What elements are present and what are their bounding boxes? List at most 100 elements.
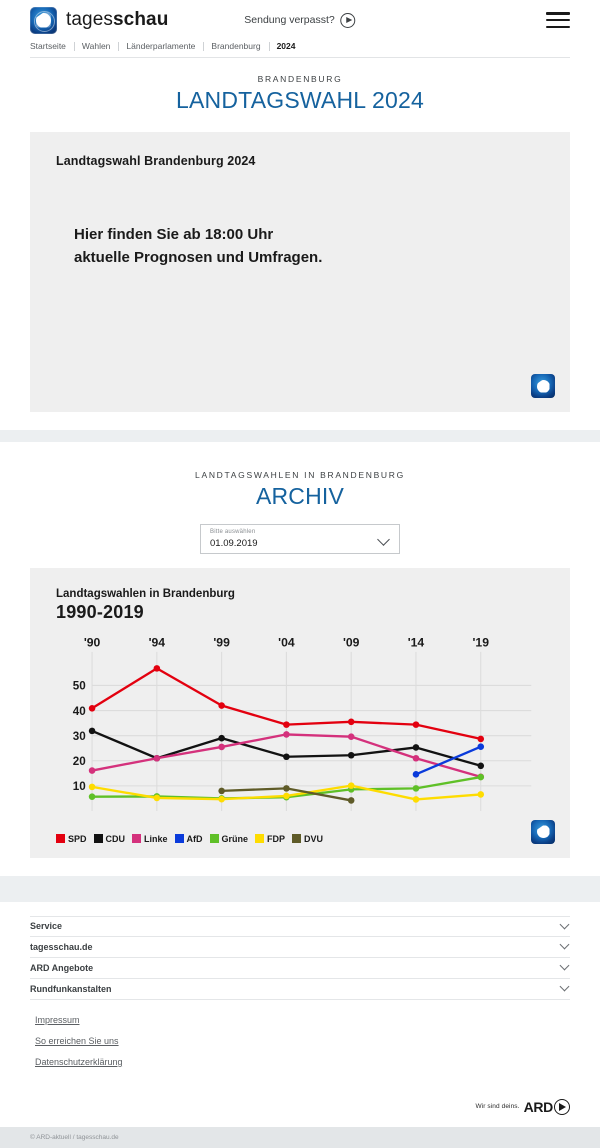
footer-accordion-tagesschau[interactable]: tagesschau.de bbox=[30, 937, 570, 958]
brand-name: tagesschau bbox=[66, 9, 168, 31]
x-axis-tick: '94 bbox=[149, 637, 166, 650]
hero-card-title: Landtagswahl Brandenburg 2024 bbox=[56, 154, 256, 168]
breadcrumb-bar: Startseite Wahlen Länderparlamente Brand… bbox=[0, 40, 600, 58]
chart-point-afd bbox=[412, 771, 420, 778]
breadcrumb-item-startseite[interactable]: Startseite bbox=[30, 41, 66, 51]
hero-kicker: BRANDENBURG bbox=[257, 74, 343, 84]
hero-teaser-card: Landtagswahl Brandenburg 2024 Hier finde… bbox=[30, 132, 570, 412]
brand-logo[interactable]: tagesschau bbox=[30, 6, 168, 34]
chart-point-cdu bbox=[412, 744, 420, 751]
chart-point-fdp bbox=[412, 796, 420, 803]
chart-section: Landtagswahlen in Brandenburg 1990-2019 … bbox=[0, 554, 600, 876]
section-divider bbox=[0, 430, 600, 442]
chart-subtitle: Landtagswahlen in Brandenburg bbox=[56, 588, 235, 600]
footer-accordion-ard-angebote[interactable]: ARD Angebote bbox=[30, 958, 570, 979]
tagesschau-badge-icon bbox=[531, 374, 555, 398]
archive-select-label: Bitte auswählen bbox=[210, 529, 256, 535]
site-footer: Service tagesschau.de ARD Angebote Rundf… bbox=[0, 901, 600, 1073]
chart-point-spd bbox=[153, 665, 161, 672]
y-axis-tick: 50 bbox=[73, 680, 86, 693]
legend-label: AfD bbox=[186, 833, 203, 844]
y-axis-tick: 10 bbox=[73, 780, 86, 793]
brand-name-bold: schau bbox=[112, 9, 169, 30]
chart-point-grüne bbox=[412, 785, 420, 792]
footer-accordion-rundfunkanstalten[interactable]: Rundfunkanstalten bbox=[30, 979, 570, 1000]
chart-card: Landtagswahlen in Brandenburg 1990-2019 … bbox=[30, 568, 570, 858]
brand-name-light: tages bbox=[66, 9, 113, 30]
legend-swatch-icon bbox=[209, 834, 219, 844]
y-axis-tick: 20 bbox=[73, 755, 86, 768]
breadcrumb-item-wahlen[interactable]: Wahlen bbox=[73, 41, 119, 51]
archive-date-select[interactable]: Bitte auswählen 01.09.2019 bbox=[200, 524, 400, 554]
chevron-down-icon[interactable] bbox=[559, 982, 570, 992]
section-divider bbox=[0, 875, 600, 902]
legend-item-fdp[interactable]: FDP bbox=[255, 834, 285, 844]
legend-swatch-icon bbox=[292, 834, 302, 844]
ard-branding: Wir sind deins. ARD bbox=[0, 1072, 600, 1127]
chart-point-linke bbox=[218, 743, 225, 751]
legend-item-dvu[interactable]: DVU bbox=[292, 834, 323, 844]
hero-section: Landtagswahl Brandenburg 2024 Hier finde… bbox=[0, 122, 600, 430]
hamburger-menu-icon[interactable] bbox=[546, 12, 570, 28]
chevron-down-icon[interactable] bbox=[559, 961, 570, 971]
play-circle-icon[interactable] bbox=[340, 12, 356, 28]
breadcrumb-item-laenderparlamente[interactable]: Länderparlamente bbox=[118, 41, 203, 51]
chart-point-spd bbox=[347, 718, 355, 726]
chart-svg: 10 20 30 40 50 '90 '94 '99 '04 '09 '14 '19 bbox=[56, 637, 544, 828]
chart-point-cdu bbox=[283, 753, 290, 761]
legend-swatch-icon bbox=[93, 834, 103, 844]
x-axis-tick: '99 bbox=[213, 637, 230, 650]
line-chart: 10 20 30 40 50 '90 '94 '99 '04 '09 '14 '19 bbox=[56, 637, 544, 828]
copyright-text: © ARD-aktuell / tagesschau.de bbox=[30, 1133, 119, 1141]
chart-point-fdp bbox=[153, 794, 161, 802]
x-axis-tick: '09 bbox=[343, 637, 360, 650]
footer-accordion-service[interactable]: Service bbox=[30, 915, 570, 937]
breadcrumb-item-2024[interactable]: 2024 bbox=[268, 41, 304, 51]
breadcrumb-item-brandenburg[interactable]: Brandenburg bbox=[203, 41, 268, 51]
legend-label: CDU bbox=[105, 833, 126, 844]
chart-point-cdu bbox=[218, 734, 225, 742]
chart-point-spd bbox=[283, 721, 290, 728]
legend-item-afd[interactable]: AfD bbox=[174, 833, 203, 844]
y-axis-tick: 40 bbox=[73, 705, 86, 718]
page-title: LANDTAGSWAHL 2024 bbox=[176, 87, 424, 113]
chart-legend: SPD CDU Linke AfD Grüne FDP DVU bbox=[56, 834, 544, 844]
legend-swatch-icon bbox=[174, 834, 184, 844]
x-axis-tick: '04 bbox=[278, 637, 295, 650]
burger-line bbox=[546, 25, 570, 28]
breadcrumb: Startseite Wahlen Länderparlamente Brand… bbox=[30, 40, 570, 58]
chart-point-dvu bbox=[283, 785, 290, 792]
footer-link-datenschutz[interactable]: Datenschutzerklärung bbox=[35, 1056, 123, 1067]
legend-item-spd[interactable]: SPD bbox=[56, 834, 87, 844]
chart-point-cdu bbox=[477, 762, 485, 770]
chart-point-fdp bbox=[218, 795, 225, 803]
chart-point-spd bbox=[88, 705, 96, 712]
x-axis-tick: '14 bbox=[408, 637, 425, 650]
sendung-verpasst-label: Sendung verpasst? bbox=[244, 14, 335, 26]
copyright-bar: © ARD-aktuell / tagesschau.de bbox=[0, 1126, 600, 1148]
legend-label: Grüne bbox=[221, 833, 249, 844]
chevron-down-icon[interactable] bbox=[559, 940, 570, 950]
chart-point-fdp bbox=[347, 782, 355, 789]
footer-link-impressum[interactable]: Impressum bbox=[35, 1014, 80, 1025]
legend-swatch-icon bbox=[56, 834, 65, 844]
archive-title-block: LANDTAGSWAHLEN IN BRANDENBURG ARCHIV bbox=[0, 442, 600, 510]
chevron-down-icon[interactable] bbox=[559, 919, 570, 930]
hero-message-line1: Hier finden Sie ab 18:00 Uhr bbox=[74, 226, 274, 243]
tagesschau-logo-icon bbox=[30, 6, 57, 34]
sendung-verpasst-link[interactable]: Sendung verpasst? bbox=[244, 12, 356, 28]
hero-title-block: BRANDENBURG LANDTAGSWAHL 2024 bbox=[0, 58, 600, 122]
x-axis-tick: '90 bbox=[84, 637, 101, 650]
legend-label: DVU bbox=[304, 833, 324, 844]
legend-item-grüne[interactable]: Grüne bbox=[209, 833, 249, 844]
chart-point-afd bbox=[477, 743, 485, 750]
footer-accordion-label: tagesschau.de bbox=[30, 941, 93, 952]
legend-item-cdu[interactable]: CDU bbox=[93, 833, 126, 844]
legend-label: SPD bbox=[68, 833, 87, 844]
footer-link-kontakt[interactable]: So erreichen Sie uns bbox=[35, 1035, 119, 1046]
legend-item-linke[interactable]: Linke bbox=[132, 834, 168, 844]
chart-point-cdu bbox=[88, 727, 96, 735]
tagesschau-badge-icon bbox=[531, 819, 555, 844]
chart-point-linke bbox=[88, 767, 96, 774]
